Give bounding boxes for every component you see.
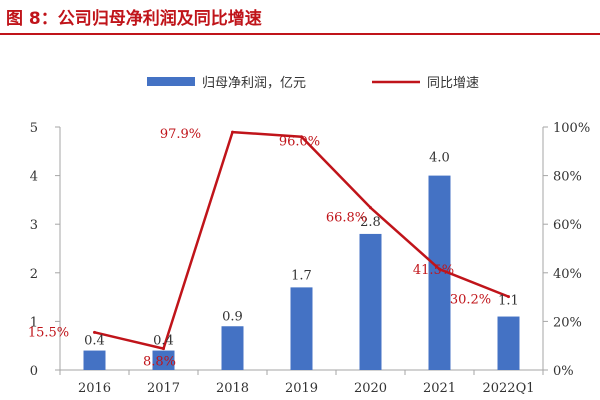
legend-bar-swatch xyxy=(147,77,195,86)
right-axis-tick-label: 80% xyxy=(553,170,582,185)
bar xyxy=(497,316,520,370)
bar-data-label: 1.1 xyxy=(498,294,519,309)
bar-data-label: 0.4 xyxy=(84,334,105,349)
line-data-label: 8.8% xyxy=(143,355,176,370)
left-axis-tick-label: 3 xyxy=(30,218,38,233)
left-axis-tick-label: 1 xyxy=(30,315,38,330)
line-series xyxy=(93,130,510,351)
line-point xyxy=(93,330,96,334)
right-axis-tick-label: 20% xyxy=(553,315,582,330)
right-axis-tick-label: 0% xyxy=(553,364,574,379)
line-point xyxy=(231,130,234,134)
right-axis-tick-label: 40% xyxy=(553,267,582,282)
x-axis-tick-label: 2019 xyxy=(285,381,318,396)
data-labels: 0.4 0.4 0.9 1.7 2.8 4.0 1.1 15.5% 8.8% 97.9% 96.0%… xyxy=(28,127,519,370)
bar-data-label: 0.9 xyxy=(222,309,243,324)
x-axis-tick-label: 2022Q1 xyxy=(482,381,534,396)
left-axis-tick-label: 0 xyxy=(30,364,38,379)
bar-data-label: 2.8 xyxy=(360,215,381,230)
title-rule xyxy=(0,33,600,35)
legend-line-label: 同比增速 xyxy=(427,76,479,91)
line-point xyxy=(300,135,303,139)
figure-title: 图 8：公司归母净利润及同比增速 xyxy=(6,9,262,29)
line-data-label: 30.2% xyxy=(450,293,491,308)
line-data-label: 66.8% xyxy=(326,211,367,226)
left-axis-tick-label: 4 xyxy=(30,170,38,185)
line-data-label: 97.9% xyxy=(160,127,201,142)
chart-axes: 0 1 2 3 4 5 0% 20% 40% 60% 80% 100% 2016 2017 2018 2019… xyxy=(30,121,590,396)
line-point xyxy=(438,267,441,271)
chart-legend: 归母净利润，亿元 同比增速 xyxy=(147,76,479,91)
line-data-label: 96.0% xyxy=(279,135,320,150)
right-axis-tick-label: 60% xyxy=(553,218,582,233)
bar xyxy=(359,233,382,370)
line-data-label: 41.5% xyxy=(413,263,454,278)
line-point xyxy=(507,295,510,299)
x-axis-tick-label: 2021 xyxy=(423,381,456,396)
line-point xyxy=(162,347,165,351)
x-axis-tick-label: 2020 xyxy=(354,381,387,396)
x-axis-tick-label: 2018 xyxy=(216,381,249,396)
bar-series xyxy=(83,175,520,370)
left-axis-tick-label: 2 xyxy=(30,267,38,282)
bar-data-label: 4.0 xyxy=(429,151,450,166)
bar xyxy=(428,175,451,370)
bar xyxy=(221,326,244,370)
x-axis-tick-label: 2017 xyxy=(147,381,180,396)
left-axis-tick-label: 5 xyxy=(30,121,38,136)
bar-data-label: 0.4 xyxy=(153,334,174,349)
line-point xyxy=(369,206,372,210)
bar xyxy=(83,350,106,370)
legend-bar-label: 归母净利润，亿元 xyxy=(202,76,306,91)
bar-data-label: 1.7 xyxy=(291,268,312,283)
x-axis-tick-label: 2016 xyxy=(78,381,111,396)
bar xyxy=(152,350,175,370)
line-data-label: 15.5% xyxy=(28,325,69,340)
right-axis-tick-label: 100% xyxy=(553,121,590,136)
bar xyxy=(290,287,313,370)
